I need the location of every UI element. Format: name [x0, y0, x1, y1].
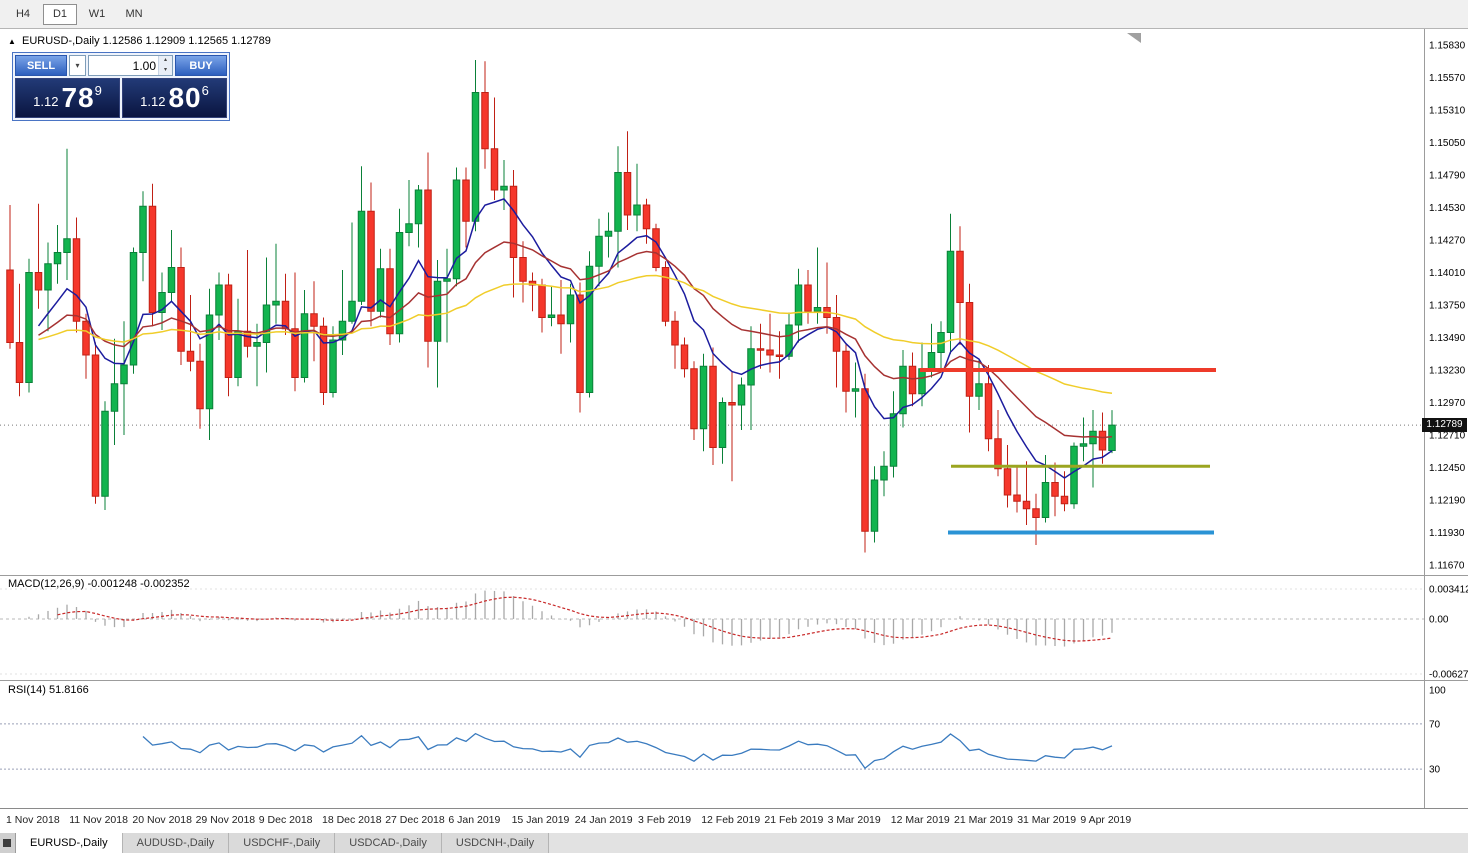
timeframe-w1[interactable]: W1 [88, 7, 106, 20]
price-chart-canvas[interactable]: 1.15830 1.15570 1.15310 1.15050 1.14790 1.145… [0, 29, 1468, 808]
chart-tabs-bar: EURUSD-,Daily AUDUSD-,Daily USDCHF-,Daily U… [0, 832, 1468, 853]
macd-histogram [28, 590, 1113, 647]
date-label: 21 Feb 2019 [764, 814, 824, 826]
svg-text:1.11670: 1.11670 [1429, 561, 1465, 572]
svg-text:1.15310: 1.15310 [1429, 106, 1466, 117]
chart-shift-icon[interactable] [1127, 33, 1141, 43]
buy-price-big: 80 [168, 82, 202, 113]
date-label: 3 Mar 2019 [827, 814, 881, 826]
buy-price-small: 1.12 [140, 93, 166, 109]
date-label: 9 Apr 2019 [1080, 814, 1132, 826]
svg-text:0.00: 0.00 [1429, 614, 1449, 625]
date-label: 31 Mar 2019 [1017, 814, 1077, 826]
date-label: 11 Nov 2018 [69, 814, 128, 826]
buy-button[interactable]: BUY [175, 55, 227, 76]
svg-text:1.12970: 1.12970 [1429, 398, 1466, 409]
chart-tab-audusd-daily[interactable]: AUDUSD-,Daily [122, 833, 230, 853]
lot-spinner[interactable]: ▴ ▾ [158, 56, 172, 75]
svg-text:1.12710: 1.12710 [1429, 431, 1466, 442]
date-label: 12 Feb 2019 [701, 814, 761, 826]
svg-text:100: 100 [1429, 686, 1446, 697]
current-price-tag: 1.12789 [1422, 418, 1467, 433]
price-axis[interactable]: 1.15830 1.15570 1.15310 1.15050 1.14790 1.145… [1429, 41, 1468, 776]
chart-title: ▲ EURUSD-,Daily 1.12586 1.12909 1.12565 … [8, 35, 271, 47]
chart-tab-usdchf-daily[interactable]: USDCHF-,Daily [229, 833, 336, 853]
date-label: 6 Jan 2019 [448, 814, 501, 826]
tab-scroll-corner[interactable] [0, 833, 16, 853]
ma-55-line [38, 274, 1113, 394]
lot-dropdown[interactable]: ▾ [69, 55, 86, 76]
svg-text:1.15050: 1.15050 [1429, 138, 1466, 149]
date-label: 9 Dec 2018 [258, 814, 313, 826]
ma-22-line [38, 241, 1113, 439]
svg-text:1.13230: 1.13230 [1429, 366, 1466, 377]
svg-text:1.11930: 1.11930 [1429, 528, 1465, 539]
svg-text:1.14270: 1.14270 [1429, 236, 1466, 247]
date-label: 27 Dec 2018 [385, 814, 445, 826]
spinner-down-icon[interactable]: ▾ [159, 65, 172, 75]
svg-text:0.003412: 0.003412 [1429, 585, 1468, 596]
date-label: 24 Jan 2019 [574, 814, 633, 826]
chart-window: 1.15830 1.15570 1.15310 1.15050 1.14790 1.145… [0, 29, 1468, 808]
svg-text:70: 70 [1429, 719, 1441, 730]
svg-text:1.13490: 1.13490 [1429, 333, 1466, 344]
symbol-label: EURUSD-,Daily [21, 35, 100, 47]
sell-price-big: 78 [61, 82, 95, 113]
one-click-trading-panel: SELL ▾ ▴ ▾ BUY 1.12 78 9 1.12 80 [12, 52, 230, 121]
svg-text:30: 30 [1429, 765, 1441, 776]
buy-price-sup: 6 [201, 83, 209, 98]
spinner-up-icon[interactable]: ▴ [159, 56, 172, 66]
timeframe-toolbar: H4 D1 W1 MN [0, 0, 1468, 29]
date-label: 15 Jan 2019 [511, 814, 570, 826]
lot-size-field: ▴ ▾ [88, 55, 173, 76]
date-label: 20 Nov 2018 [132, 814, 192, 826]
timeframe-h4[interactable]: H4 [15, 7, 31, 20]
svg-text:1.14530: 1.14530 [1429, 203, 1466, 214]
chart-tab-eurusd-daily[interactable]: EURUSD-,Daily [16, 833, 123, 853]
svg-text:1.12190: 1.12190 [1429, 496, 1466, 507]
date-label: 21 Mar 2019 [954, 814, 1013, 826]
date-label: 29 Nov 2018 [195, 814, 256, 826]
ma-9-line [37, 198, 1113, 479]
ohlc-values: 1.12586 1.12909 1.12565 1.12789 [102, 35, 271, 47]
timeframe-d1[interactable]: D1 [43, 3, 77, 25]
chart-tab-usdcnh-daily[interactable]: USDCNH-,Daily [441, 833, 550, 853]
svg-text:1.13750: 1.13750 [1429, 301, 1466, 312]
svg-text:1.14010: 1.14010 [1429, 268, 1466, 279]
sell-button[interactable]: SELL [15, 55, 67, 76]
chevron-down-icon: ▾ [75, 61, 80, 70]
macd-signal-line [57, 596, 1113, 642]
date-label: 12 Mar 2019 [890, 814, 950, 826]
date-label: 3 Feb 2019 [638, 814, 692, 826]
rsi-line [142, 732, 1113, 770]
sell-price-small: 1.12 [33, 93, 59, 109]
svg-text:1.12450: 1.12450 [1429, 463, 1466, 474]
svg-text:1.15570: 1.15570 [1429, 73, 1466, 84]
date-label: 18 Dec 2018 [322, 814, 382, 826]
sell-price-button[interactable]: 1.12 78 9 [15, 78, 120, 118]
timeframe-mn[interactable]: MN [125, 7, 143, 20]
svg-text:1.15830: 1.15830 [1429, 41, 1466, 52]
svg-text:1.14790: 1.14790 [1429, 171, 1466, 182]
date-axis[interactable]: 1 Nov 2018 11 Nov 2018 20 Nov 2018 29 Nov 2… [0, 808, 1468, 833]
lot-size-input[interactable] [89, 56, 172, 75]
sell-price-sup: 9 [94, 83, 102, 98]
date-label: 1 Nov 2018 [6, 814, 60, 826]
one-click-toggle-icon[interactable]: ▲ [8, 37, 16, 46]
chart-tab-usdcad-daily[interactable]: USDCAD-,Daily [335, 833, 442, 853]
buy-price-button[interactable]: 1.12 80 6 [122, 78, 227, 118]
